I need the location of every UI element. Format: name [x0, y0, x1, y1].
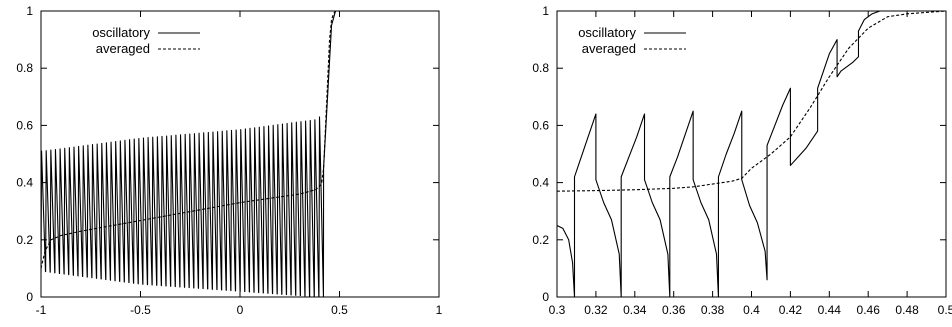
x-tick-label: 0 — [237, 303, 244, 317]
y-tick-label: 0.8 — [532, 61, 549, 75]
x-tick-label: -1 — [36, 303, 47, 317]
x-tick-label: 0.36 — [662, 303, 686, 317]
y-tick-label: 0.6 — [532, 118, 549, 132]
y-tick-label: 0 — [26, 290, 33, 304]
x-tick-label: 0.32 — [584, 303, 608, 317]
y-tick-label: 0.4 — [16, 176, 33, 190]
x-tick-label: 0.4 — [743, 303, 760, 317]
x-tick-label: 0.38 — [701, 303, 725, 317]
legend-label: oscillatory — [578, 25, 636, 40]
chart-1: -1 -0.5 0 0.5 1 0 0.2 0.4 0.6 0.8 1 oscillatoryaver… — [16, 4, 442, 317]
x-tick-label: 0.5 — [331, 303, 348, 317]
legend-label: oscillatory — [92, 25, 150, 40]
series-averaged — [41, 11, 439, 269]
plot-area — [557, 11, 946, 297]
x-tick-label: 0.34 — [623, 303, 647, 317]
x-tick-label: 0.3 — [549, 303, 566, 317]
y-tick-label: 0.6 — [16, 118, 33, 132]
y-tick-label: 1 — [542, 4, 549, 18]
chart-2: 0.3 0.32 0.34 0.36 0.38 0.4 0.42 0.44 0.46 0.48 0.… — [532, 4, 952, 317]
legend-label: averaged — [96, 41, 150, 56]
series-oscillatory — [41, 11, 439, 297]
x-tick-label: 0.46 — [857, 303, 881, 317]
plot-area — [41, 11, 439, 297]
x-tick-label: -0.5 — [130, 303, 151, 317]
y-tick-label: 1 — [26, 4, 33, 18]
x-tick-label: 0.48 — [895, 303, 919, 317]
y-tick-label: 0.2 — [16, 233, 33, 247]
x-tick-label: 0.5 — [938, 303, 952, 317]
legend-label: averaged — [582, 41, 636, 56]
y-tick-label: 0 — [542, 290, 549, 304]
y-tick-label: 0.4 — [532, 176, 549, 190]
series-averaged — [557, 11, 946, 192]
y-tick-label: 0.8 — [16, 61, 33, 75]
y-tick-label: 0.2 — [532, 233, 549, 247]
series-oscillatory — [557, 11, 946, 297]
x-tick-label: 1 — [436, 303, 443, 317]
x-tick-label: 0.42 — [779, 303, 803, 317]
x-tick-label: 0.44 — [818, 303, 842, 317]
